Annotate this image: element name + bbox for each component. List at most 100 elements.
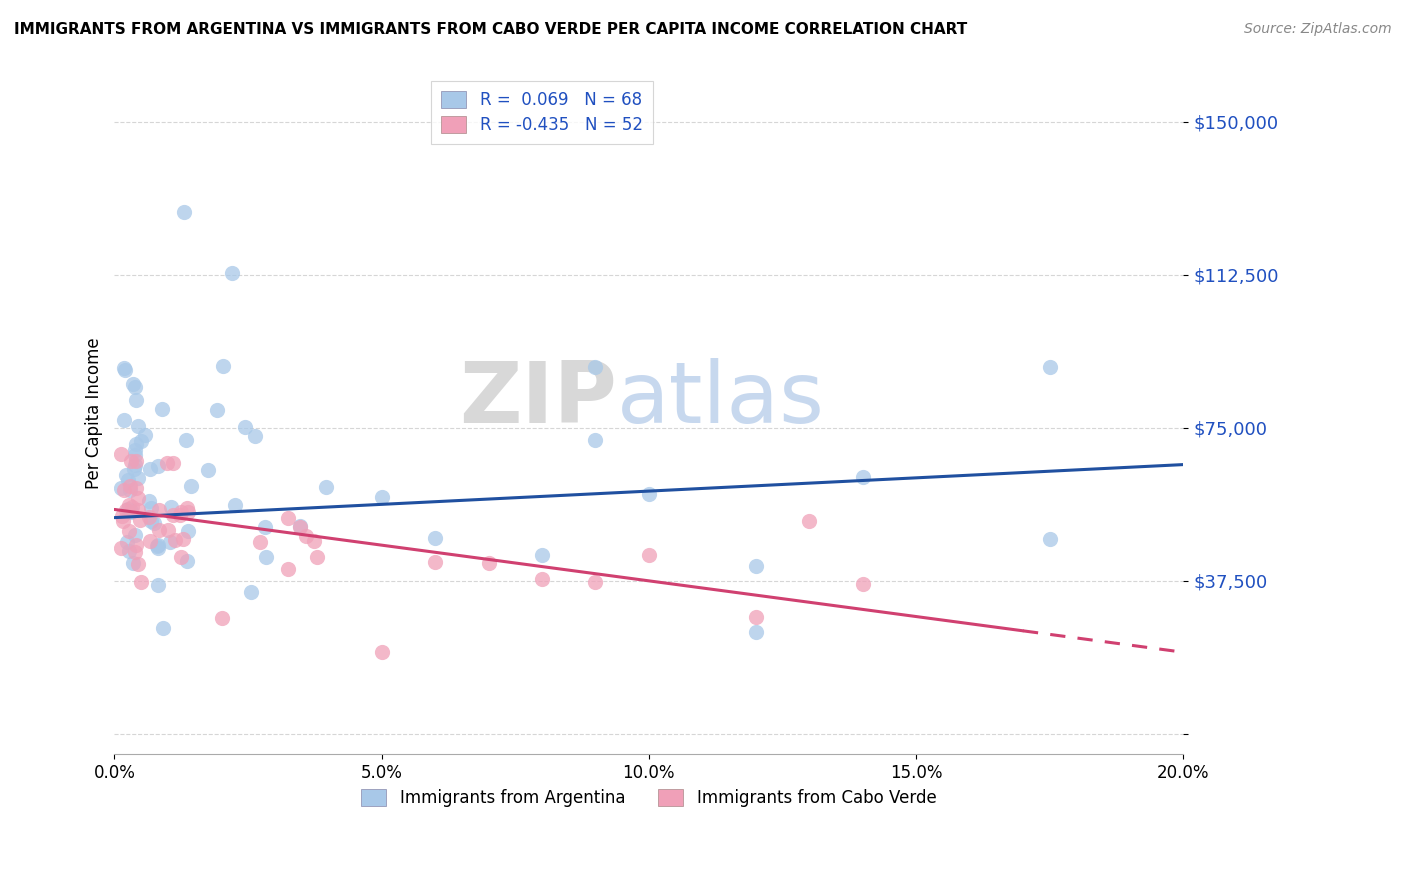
Point: [637, 487, 659, 501]
Point: [124, 461, 146, 475]
Point: [745, 610, 768, 624]
Point: [124, 443, 146, 458]
Point: [142, 516, 165, 530]
Point: [118, 483, 141, 497]
Point: [128, 513, 150, 527]
Point: [141, 501, 163, 516]
Point: [121, 454, 143, 468]
Point: [146, 540, 169, 554]
Point: [124, 437, 146, 451]
Point: [197, 463, 219, 477]
Point: [277, 561, 299, 575]
Point: [233, 420, 256, 434]
Point: [139, 462, 162, 476]
Text: Source: ZipAtlas.com: Source: ZipAtlas.com: [1244, 22, 1392, 37]
Point: [637, 548, 659, 562]
Point: [138, 494, 160, 508]
Point: [127, 558, 149, 572]
Point: [530, 572, 553, 586]
Point: [180, 479, 202, 493]
Point: [176, 500, 198, 515]
Point: [315, 480, 337, 494]
Point: [150, 402, 173, 417]
Point: [115, 534, 138, 549]
Point: [124, 448, 146, 462]
Point: [530, 548, 553, 562]
Point: [139, 514, 162, 528]
Point: [125, 393, 148, 408]
Point: [423, 555, 446, 569]
Point: [110, 481, 132, 495]
Point: [745, 624, 768, 639]
Point: [146, 541, 169, 556]
Point: [120, 504, 142, 518]
Point: [799, 515, 821, 529]
Point: [174, 433, 197, 447]
Point: [294, 529, 316, 543]
Point: [165, 533, 187, 547]
Point: [112, 483, 135, 498]
Point: [172, 532, 194, 546]
Point: [114, 363, 136, 377]
Point: [124, 538, 146, 552]
Point: [169, 549, 191, 564]
Point: [477, 557, 499, 571]
Point: [169, 508, 191, 522]
Point: [305, 549, 328, 564]
Point: [156, 456, 179, 470]
Point: [117, 502, 139, 516]
Point: [148, 523, 170, 537]
Point: [152, 622, 174, 636]
Point: [127, 471, 149, 485]
Point: [249, 535, 271, 549]
Point: [115, 467, 138, 482]
Point: [124, 380, 146, 394]
Text: ZIP: ZIP: [458, 359, 617, 442]
Point: [127, 419, 149, 434]
Point: [112, 514, 135, 528]
Legend: Immigrants from Argentina, Immigrants from Cabo Verde: Immigrants from Argentina, Immigrants fr…: [354, 782, 943, 814]
Point: [583, 574, 606, 589]
Point: [127, 491, 149, 505]
Point: [254, 549, 277, 564]
Point: [583, 359, 606, 374]
Point: [148, 538, 170, 552]
Point: [122, 556, 145, 570]
Point: [290, 518, 312, 533]
Point: [852, 577, 875, 591]
Point: [112, 361, 135, 376]
Point: [120, 505, 142, 519]
Point: [211, 610, 233, 624]
Point: [125, 454, 148, 468]
Point: [205, 402, 228, 417]
Point: [173, 204, 195, 219]
Point: [1039, 359, 1062, 374]
Point: [1039, 532, 1062, 546]
Text: atlas: atlas: [617, 359, 825, 442]
Point: [177, 505, 200, 519]
Point: [148, 503, 170, 517]
Point: [302, 533, 325, 548]
Point: [159, 534, 181, 549]
Point: [370, 645, 392, 659]
Point: [160, 500, 183, 514]
Point: [125, 481, 148, 495]
Point: [121, 377, 143, 392]
Point: [127, 502, 149, 516]
Point: [423, 531, 446, 545]
Y-axis label: Per Capita Income: Per Capita Income: [86, 338, 103, 490]
Point: [156, 523, 179, 537]
Point: [221, 266, 243, 280]
Point: [112, 412, 135, 426]
Point: [852, 469, 875, 483]
Point: [118, 543, 141, 558]
Point: [129, 434, 152, 449]
Point: [177, 524, 200, 539]
Point: [288, 520, 311, 534]
Point: [115, 503, 138, 517]
Point: [245, 429, 267, 443]
Point: [146, 577, 169, 591]
Point: [124, 458, 146, 473]
Point: [121, 500, 143, 514]
Point: [253, 520, 276, 534]
